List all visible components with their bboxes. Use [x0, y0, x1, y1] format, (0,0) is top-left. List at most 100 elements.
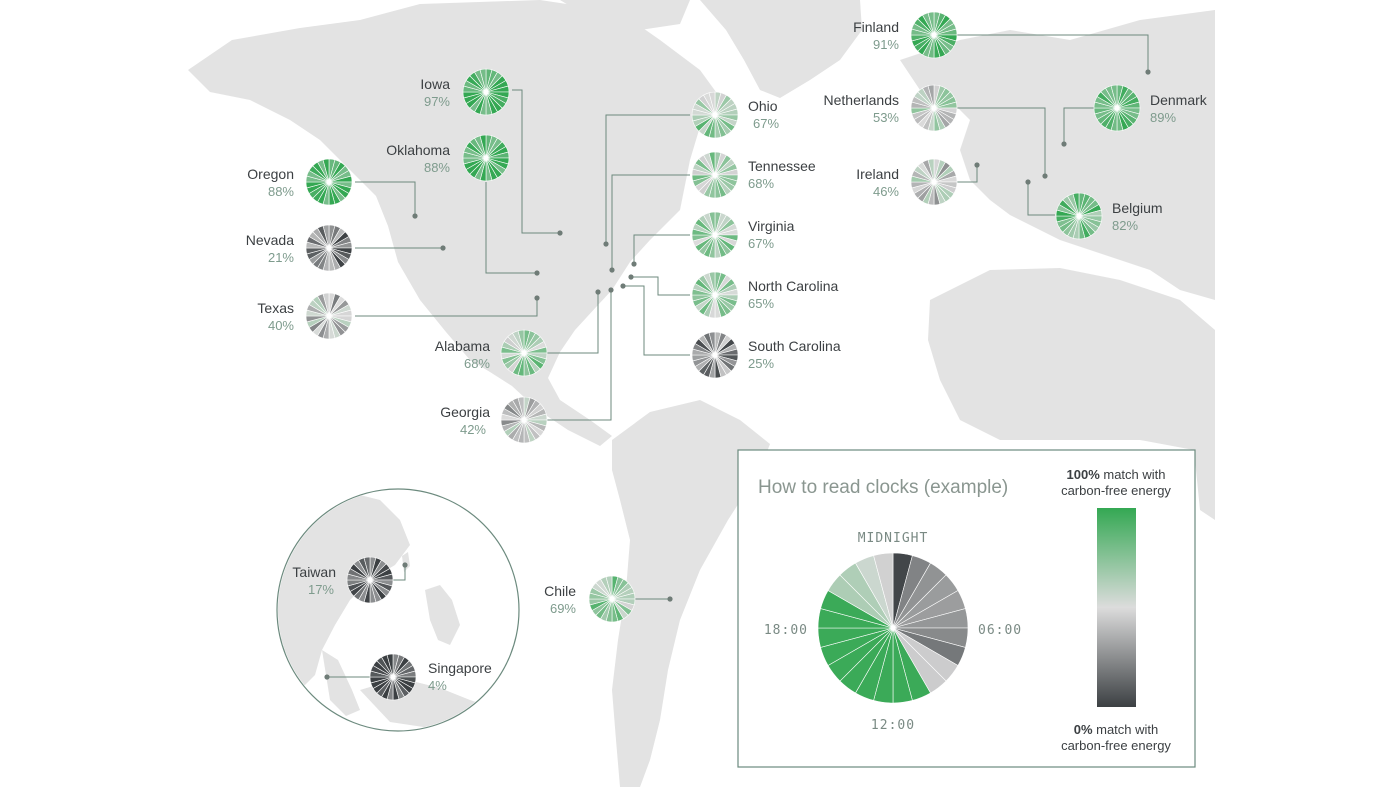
region-clock-netherlands [910, 84, 958, 132]
region-name-finland: Finland [853, 19, 899, 35]
location-dot [609, 267, 615, 273]
legend-top-rest: match with [1100, 467, 1166, 482]
clock-hour-wedge [322, 224, 330, 249]
region-belgium[interactable]: Belgium 82% [1055, 192, 1163, 240]
clock-center [522, 418, 526, 422]
region-name-ireland: Ireland [856, 166, 899, 182]
greenland-landmass [700, 0, 862, 98]
clock-hour-wedge [322, 292, 330, 317]
clock-center [713, 233, 717, 237]
legend-title: How to read clocks (example) [758, 477, 1008, 498]
legend-midnight-label: MIDNIGHT [858, 531, 929, 546]
clock-hour-wedge [708, 151, 716, 176]
region-oregon[interactable]: Oregon 88% [247, 158, 353, 206]
clock-hour-wedge [708, 331, 716, 356]
leader-lines [327, 34, 1149, 678]
africa-landmass [928, 268, 1215, 520]
location-dot [412, 213, 418, 219]
region-name-georgia: Georgia [440, 404, 490, 420]
clock-hour-wedge [517, 396, 525, 421]
region-iowa[interactable]: Iowa 97% [420, 68, 510, 116]
region-name-texas: Texas [257, 300, 294, 316]
region-pct-north-carolina: 65% [748, 296, 774, 311]
region-nevada[interactable]: Nevada 21% [246, 224, 353, 272]
region-pct-belgium: 82% [1112, 218, 1138, 233]
region-pct-nevada: 21% [268, 250, 294, 265]
region-north-carolina[interactable]: North Carolina 65% [691, 271, 838, 319]
clock-hour-wedge [708, 211, 716, 236]
clock-center [327, 314, 331, 318]
clock-hour-wedge [479, 134, 487, 159]
legend-bottom-bold: 0% [1074, 722, 1093, 737]
region-taiwan[interactable]: Taiwan 17% [292, 556, 394, 604]
region-name-belgium: Belgium [1112, 200, 1163, 216]
location-dot [534, 270, 540, 276]
clock-center [713, 173, 717, 177]
region-denmark[interactable]: Denmark 89% [1093, 84, 1208, 132]
clock-center [932, 106, 936, 110]
location-dot [324, 674, 330, 680]
region-clock-nevada [305, 224, 353, 272]
clock-center [391, 675, 395, 679]
asia-inset [276, 488, 520, 732]
region-clock-denmark [1093, 84, 1141, 132]
region-clock-north-carolina [691, 271, 739, 319]
location-dot [628, 274, 634, 280]
clock-hour-wedge [479, 68, 487, 93]
legend-bottom-note-line2: carbon-free energy [1061, 738, 1171, 753]
region-finland[interactable]: Finland 91% [853, 11, 958, 59]
region-singapore[interactable]: Singapore 4% [369, 653, 492, 701]
clock-center [327, 246, 331, 250]
region-netherlands[interactable]: Netherlands 53% [824, 84, 958, 132]
region-pct-iowa: 97% [424, 94, 450, 109]
location-dot [667, 596, 673, 602]
region-ohio[interactable]: Ohio 67% [691, 91, 779, 139]
location-dot [440, 245, 446, 251]
north-america-landmass [188, 0, 716, 446]
region-virginia[interactable]: Virginia 67% [691, 211, 795, 259]
region-pct-south-carolina: 25% [748, 356, 774, 371]
region-south-carolina[interactable]: South Carolina 25% [691, 331, 841, 379]
clock-hour-wedge [1072, 192, 1080, 217]
region-ireland[interactable]: Ireland 46% [856, 158, 958, 206]
region-pct-singapore: 4% [428, 678, 447, 693]
region-clock-iowa [462, 68, 510, 116]
region-texas[interactable]: Texas 40% [257, 292, 353, 340]
region-georgia[interactable]: Georgia 42% [440, 396, 548, 444]
legend-example-clock [817, 552, 969, 704]
clock-center [1115, 106, 1119, 110]
clock-hour-wedge [1110, 84, 1118, 109]
region-oklahoma[interactable]: Oklahoma 88% [386, 134, 510, 182]
clock-center [484, 156, 488, 160]
region-tennessee[interactable]: Tennessee 68% [691, 151, 816, 199]
region-name-singapore: Singapore [428, 660, 492, 676]
clock-center [932, 33, 936, 37]
region-name-denmark: Denmark [1150, 92, 1208, 108]
clock-hour-wedge [927, 158, 935, 183]
location-dot [1025, 179, 1031, 185]
region-pct-netherlands: 53% [873, 110, 899, 125]
clock-center [713, 293, 717, 297]
region-alabama[interactable]: Alabama 68% [435, 329, 548, 377]
region-pct-georgia: 42% [460, 422, 486, 437]
clock-center [713, 113, 717, 117]
location-dot [1042, 173, 1048, 179]
legend-1800-label: 18:00 [764, 623, 808, 638]
region-clock-singapore [369, 653, 417, 701]
region-chile[interactable]: Chile 69% [544, 575, 636, 623]
region-name-oklahoma: Oklahoma [386, 142, 450, 158]
region-name-chile: Chile [544, 583, 576, 599]
region-pct-chile: 69% [550, 601, 576, 616]
region-pct-finland: 91% [873, 37, 899, 52]
southeast-asia-landmass [278, 490, 410, 690]
region-clock-belgium [1055, 192, 1103, 240]
legend-clock-center [891, 626, 895, 630]
clock-center [368, 578, 372, 582]
clock-hour-wedge [708, 91, 716, 116]
legend-bottom-note: 0% match with [1074, 722, 1159, 737]
location-dot [557, 230, 563, 236]
clock-hour-wedge [605, 575, 613, 600]
region-pct-ohio: 67% [753, 116, 779, 131]
clock-hour-wedge [708, 271, 716, 296]
